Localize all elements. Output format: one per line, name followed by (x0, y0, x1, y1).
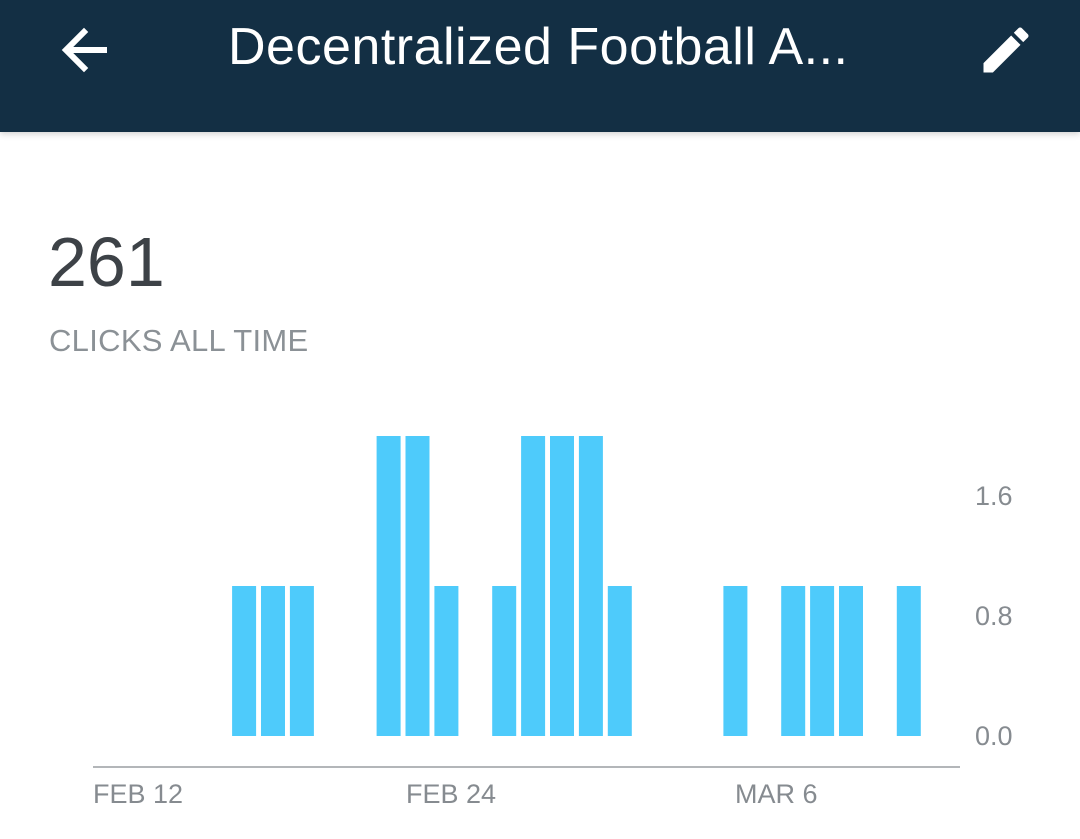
chart-bar-mar-11 (896, 586, 921, 736)
total-clicks-caption: CLICKS ALL TIME (49, 323, 309, 358)
arrow-left-icon (61, 27, 107, 73)
pencil-icon (983, 27, 1029, 73)
chart-bar-feb-16 (232, 586, 257, 736)
y-tick-label: 0.0 (975, 721, 1013, 751)
x-tick-label: FEB 12 (93, 779, 183, 809)
chart-bar-feb-23 (434, 586, 459, 736)
y-tick-label: 0.8 (975, 601, 1013, 631)
chart-bar-feb-17 (261, 586, 285, 736)
page-title: Decentralized Football A... (228, 18, 849, 76)
chart-bar-feb-22 (405, 436, 430, 736)
edit-button[interactable] (970, 14, 1042, 86)
back-button[interactable] (52, 18, 116, 82)
chart-bar-mar-5 (723, 586, 748, 736)
app-bar: Decentralized Football A... (0, 0, 1080, 132)
x-tick-label: FEB 24 (406, 779, 496, 809)
y-tick-label: 1.6 (975, 481, 1013, 511)
chart-bar-feb-27 (550, 436, 574, 736)
chart-bar-feb-18 (289, 586, 314, 736)
chart-bar-mar-8 (810, 586, 835, 736)
clicks-bar-chart: FEB 12 FEB 24 MAR 6 0.0 0.8 1.6 (93, 436, 1013, 809)
x-tick-label: MAR 6 (735, 779, 818, 809)
chart-bar-feb-25 (492, 586, 517, 736)
chart-bar-mar-1 (607, 586, 632, 736)
total-clicks-value: 261 (48, 223, 165, 301)
chart-bar-feb-28 (578, 436, 603, 736)
chart-bar-feb-21 (376, 436, 401, 736)
chart-bar-mar-9 (839, 586, 863, 736)
chart-bar-feb-26 (521, 436, 546, 736)
chart-bar-mar-7 (781, 586, 806, 736)
